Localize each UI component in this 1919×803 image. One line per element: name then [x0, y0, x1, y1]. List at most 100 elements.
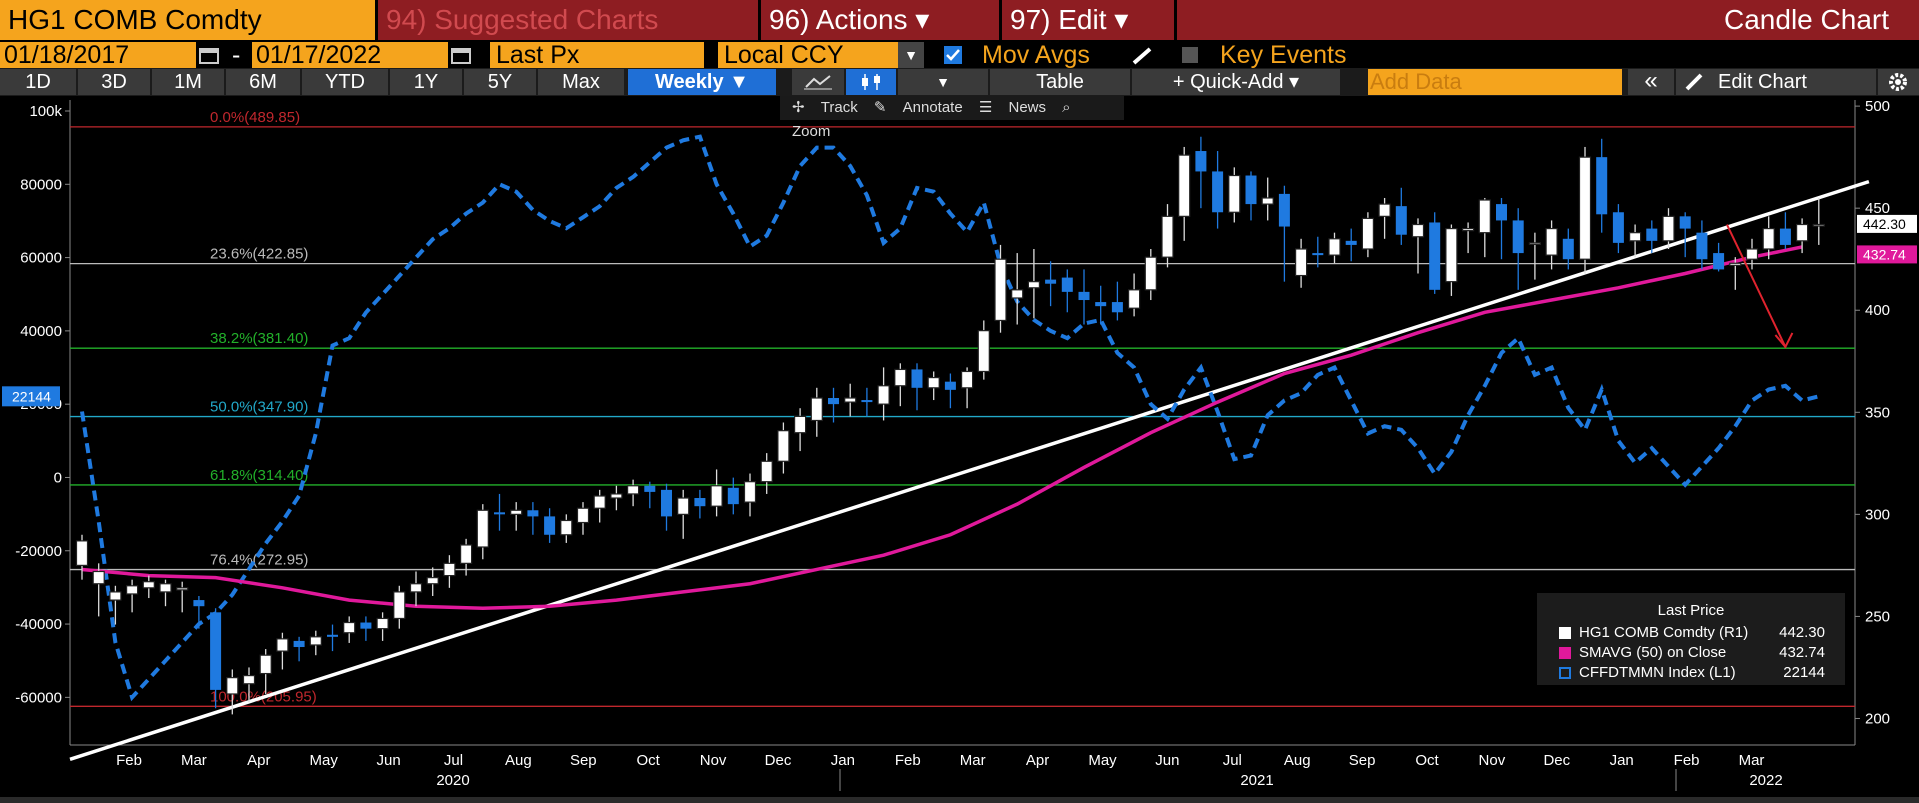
- period-select[interactable]: Weekly ▼: [628, 69, 776, 95]
- candle-body: [1545, 227, 1558, 256]
- mov-avgs-checkbox[interactable]: [944, 46, 962, 64]
- candle-body: [409, 583, 423, 593]
- right-tick-label: 400: [1865, 302, 1890, 319]
- end-date-field[interactable]: 01/17/2022: [252, 42, 448, 68]
- x-tick-label: Sep: [570, 752, 597, 769]
- candle-chart[interactable]: 100k800006000040000200000-20000-40000-60…: [0, 96, 1919, 797]
- sma-series: [81, 245, 1803, 610]
- candle-body: [426, 577, 439, 585]
- price-field-select[interactable]: Last Px: [490, 42, 704, 68]
- candle-body: [694, 498, 706, 507]
- candle-body: [1278, 193, 1290, 227]
- edit-chart-label: Edit Chart: [1718, 71, 1807, 93]
- candle-body: [343, 621, 356, 634]
- x-tick-label: Oct: [1415, 752, 1439, 769]
- x-tick-label: Jan: [831, 752, 855, 769]
- candle-body: [1528, 242, 1542, 245]
- chevron-down-icon[interactable]: ▼: [898, 42, 924, 68]
- candle-body: [960, 370, 974, 389]
- x-tick-label: Nov: [1479, 752, 1506, 769]
- candle-body: [1127, 289, 1141, 309]
- candle-body: [544, 516, 556, 535]
- edit-chart-button[interactable]: Edit Chart: [1676, 69, 1876, 95]
- x-tick-label: Aug: [1284, 752, 1311, 769]
- calendar-icon[interactable]: [198, 45, 222, 65]
- candle-body: [1045, 279, 1057, 284]
- candle-body: [1312, 253, 1324, 256]
- table-button[interactable]: Table: [990, 69, 1130, 95]
- candle-body: [894, 368, 907, 387]
- range-max[interactable]: Max: [538, 69, 624, 95]
- candle-body: [309, 636, 322, 646]
- range-1m[interactable]: 1M: [152, 69, 224, 95]
- range-3d[interactable]: 3D: [78, 69, 150, 95]
- fib-level-label: 0.0%(489.85): [210, 109, 300, 126]
- header-bar: HG1 COMB Comdty 94) Suggested Charts 96)…: [0, 0, 1919, 40]
- candle-body: [1328, 238, 1341, 256]
- positioning-series: [80, 134, 1820, 702]
- range-1d[interactable]: 1D: [0, 69, 76, 95]
- legend-title: Last Price: [1657, 602, 1725, 619]
- candle-body: [727, 487, 739, 505]
- candle-body: [527, 510, 539, 517]
- candle-body: [1662, 215, 1675, 242]
- suggested-charts-button[interactable]: 94) Suggested Charts: [378, 0, 758, 40]
- candle-chart-icon[interactable]: [846, 69, 896, 95]
- mov-avgs-label[interactable]: Mov Avgs: [982, 42, 1090, 68]
- ticker-label[interactable]: HG1 COMB Comdty: [0, 0, 375, 40]
- candle-body: [125, 585, 139, 595]
- x-tick-label: Dec: [1543, 752, 1570, 769]
- price-tag: 442.30: [1863, 216, 1906, 232]
- left-tick-label: 100k: [29, 103, 62, 120]
- key-events-checkbox[interactable]: [1182, 47, 1198, 63]
- legend-swatch-price: [1559, 627, 1571, 639]
- candle-body: [1361, 217, 1375, 250]
- collapse-button[interactable]: «: [1628, 69, 1674, 95]
- actions-menu[interactable]: 96) Actions ▾: [761, 0, 999, 40]
- bottom-scrollbar[interactable]: [0, 797, 1919, 803]
- news-button[interactable]: ☰ News: [978, 99, 1046, 116]
- candle-body: [1812, 223, 1825, 227]
- quick-add-button[interactable]: + Quick-Add ▾: [1132, 69, 1340, 95]
- candle-body: [861, 400, 873, 403]
- candle-body: [376, 617, 389, 630]
- chart-subtoolbar: ✢ Track ✎ Annotate ☰ News ⌕ Zoom: [780, 96, 1124, 140]
- track-button[interactable]: ✢ Track: [792, 99, 858, 116]
- annotate-button[interactable]: ✎ Annotate: [873, 99, 963, 116]
- add-data-input[interactable]: Add Data: [1368, 69, 1622, 95]
- calendar-icon[interactable]: [450, 45, 474, 65]
- left-tick-label: 60000: [20, 250, 62, 267]
- key-events-label[interactable]: Key Events: [1220, 42, 1347, 68]
- chart-legend: Last Price HG1 COMB Comdty (R1) 442.30 S…: [1537, 593, 1845, 685]
- x-tick-label: Feb: [116, 752, 142, 769]
- pencil-icon[interactable]: [1130, 45, 1156, 67]
- gear-icon[interactable]: [1878, 69, 1919, 95]
- range-1y[interactable]: 1Y: [390, 69, 462, 95]
- start-date-field[interactable]: 01/18/2017: [0, 42, 196, 68]
- candle-body: [793, 415, 807, 434]
- currency-select[interactable]: Local CCY: [718, 42, 898, 68]
- candle-body: [1395, 206, 1407, 235]
- candle-body: [911, 369, 923, 388]
- candle-body: [1111, 302, 1123, 313]
- price-tag-bg: [1857, 214, 1917, 233]
- news-label: News: [1008, 99, 1046, 116]
- zoom-button[interactable]: ⌕ Zoom: [792, 99, 1071, 140]
- fib-level-label: 50.0%(347.90): [210, 399, 308, 416]
- candle-body: [109, 591, 122, 601]
- candle-body: [176, 587, 189, 591]
- candle-body: [1061, 277, 1073, 292]
- candle-body: [777, 430, 790, 462]
- fib-level-label: 23.6%(422.85): [210, 246, 308, 263]
- chart-style-dropdown[interactable]: ▼: [898, 69, 988, 95]
- candle-body: [877, 385, 890, 405]
- candle-body: [259, 654, 272, 675]
- range-5y[interactable]: 5Y: [464, 69, 536, 95]
- range-6m[interactable]: 6M: [226, 69, 300, 95]
- x-tick-label: Jan: [1610, 752, 1634, 769]
- line-chart-icon[interactable]: [792, 69, 844, 95]
- x-tick-label: Dec: [765, 752, 792, 769]
- positioning-tag-bg: [2, 386, 60, 407]
- range-ytd[interactable]: YTD: [302, 69, 388, 95]
- edit-menu[interactable]: 97) Edit ▾: [1002, 0, 1174, 40]
